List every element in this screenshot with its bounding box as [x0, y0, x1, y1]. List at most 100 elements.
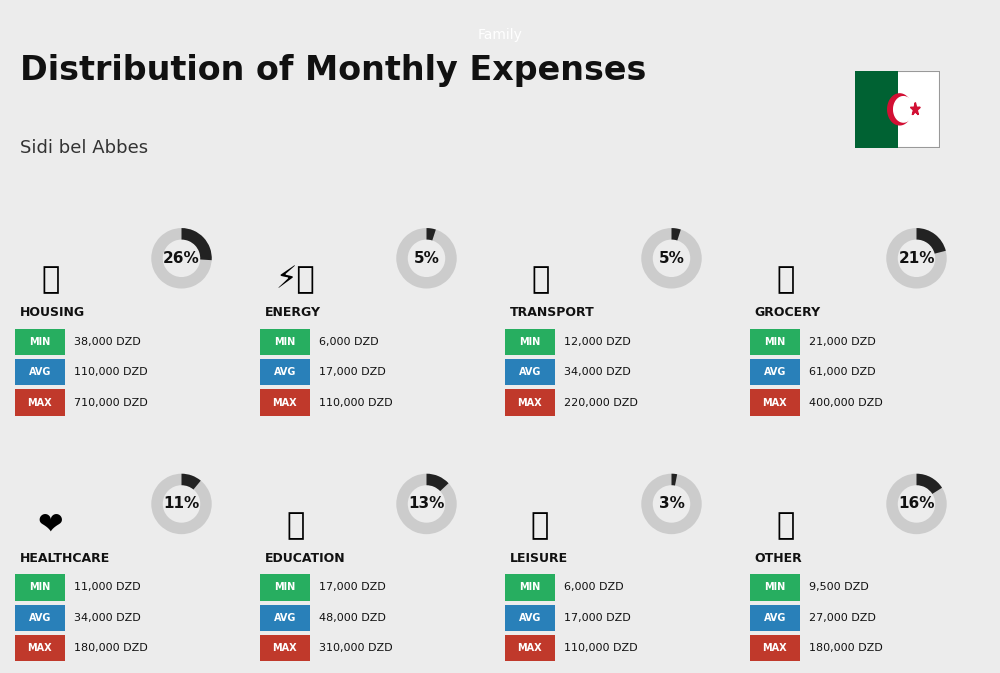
Text: ENERGY: ENERGY [265, 306, 321, 319]
Text: MIN: MIN [274, 336, 295, 347]
Text: MAX: MAX [272, 643, 297, 653]
FancyBboxPatch shape [750, 635, 800, 662]
FancyBboxPatch shape [260, 604, 310, 631]
FancyBboxPatch shape [260, 635, 310, 662]
Wedge shape [182, 474, 201, 489]
Text: 12,000 DZD: 12,000 DZD [564, 336, 630, 347]
Text: 11,000 DZD: 11,000 DZD [74, 582, 140, 592]
Text: GROCERY: GROCERY [755, 306, 821, 319]
Text: 21,000 DZD: 21,000 DZD [809, 336, 875, 347]
Text: MAX: MAX [27, 643, 52, 653]
Text: MAX: MAX [517, 643, 542, 653]
Polygon shape [912, 109, 918, 114]
Wedge shape [396, 228, 457, 289]
Text: EDUCATION: EDUCATION [265, 552, 345, 565]
Wedge shape [641, 474, 702, 534]
Text: MIN: MIN [519, 582, 540, 592]
Text: 🛒: 🛒 [776, 265, 795, 294]
Text: MIN: MIN [519, 336, 540, 347]
Polygon shape [915, 107, 920, 114]
FancyBboxPatch shape [15, 390, 65, 416]
Text: 3%: 3% [659, 497, 684, 511]
FancyBboxPatch shape [15, 604, 65, 631]
Text: 🚌: 🚌 [531, 265, 550, 294]
Wedge shape [426, 474, 449, 491]
Text: Distribution of Monthly Expenses: Distribution of Monthly Expenses [20, 54, 646, 87]
Bar [855, 71, 898, 148]
Text: 34,000 DZD: 34,000 DZD [74, 613, 140, 623]
Text: AVG: AVG [519, 613, 541, 623]
Text: 5%: 5% [414, 251, 439, 266]
Text: 17,000 DZD: 17,000 DZD [319, 582, 385, 592]
Text: MAX: MAX [517, 398, 542, 408]
Text: 17,000 DZD: 17,000 DZD [319, 367, 385, 377]
Text: 27,000 DZD: 27,000 DZD [809, 613, 875, 623]
Text: 38,000 DZD: 38,000 DZD [74, 336, 140, 347]
FancyBboxPatch shape [750, 574, 800, 600]
Text: 61,000 DZD: 61,000 DZD [809, 367, 875, 377]
Text: Sidi bel Abbes: Sidi bel Abbes [20, 139, 148, 157]
Text: 13%: 13% [408, 497, 445, 511]
Text: 9,500 DZD: 9,500 DZD [809, 582, 868, 592]
Text: MAX: MAX [27, 398, 52, 408]
Wedge shape [916, 228, 946, 254]
Text: AVG: AVG [274, 613, 296, 623]
Wedge shape [916, 474, 942, 494]
FancyBboxPatch shape [260, 328, 310, 355]
Text: AVG: AVG [764, 613, 786, 623]
Text: ❤️: ❤️ [38, 511, 63, 540]
Polygon shape [915, 103, 920, 109]
Text: ⚡🏠: ⚡🏠 [276, 265, 315, 294]
Text: 310,000 DZD: 310,000 DZD [319, 643, 392, 653]
Text: 180,000 DZD: 180,000 DZD [74, 643, 147, 653]
Wedge shape [641, 228, 702, 289]
Text: 26%: 26% [163, 251, 200, 266]
Text: 710,000 DZD: 710,000 DZD [74, 398, 147, 408]
FancyBboxPatch shape [505, 359, 555, 386]
Text: AVG: AVG [764, 367, 786, 377]
Text: Family: Family [478, 28, 522, 42]
FancyBboxPatch shape [15, 328, 65, 355]
Polygon shape [910, 107, 915, 114]
Text: OTHER: OTHER [755, 552, 803, 565]
Text: 6,000 DZD: 6,000 DZD [564, 582, 623, 592]
Polygon shape [894, 97, 913, 122]
Text: AVG: AVG [29, 613, 51, 623]
FancyBboxPatch shape [15, 359, 65, 386]
Text: MAX: MAX [762, 643, 787, 653]
FancyBboxPatch shape [750, 359, 800, 386]
Wedge shape [672, 228, 681, 240]
Text: 21%: 21% [898, 251, 935, 266]
Text: 220,000 DZD: 220,000 DZD [564, 398, 637, 408]
Polygon shape [910, 103, 915, 109]
Text: 👛: 👛 [776, 511, 795, 540]
FancyBboxPatch shape [260, 359, 310, 386]
Text: 110,000 DZD: 110,000 DZD [564, 643, 637, 653]
Text: MIN: MIN [764, 336, 785, 347]
Text: 6,000 DZD: 6,000 DZD [319, 336, 378, 347]
FancyBboxPatch shape [505, 390, 555, 416]
FancyBboxPatch shape [260, 574, 310, 600]
Text: HEALTHCARE: HEALTHCARE [20, 552, 110, 565]
Wedge shape [151, 474, 212, 534]
FancyBboxPatch shape [505, 574, 555, 600]
Text: HOUSING: HOUSING [20, 306, 85, 319]
Polygon shape [888, 94, 912, 125]
Text: MIN: MIN [29, 336, 50, 347]
Text: 11%: 11% [163, 497, 200, 511]
FancyBboxPatch shape [750, 390, 800, 416]
Text: MIN: MIN [274, 582, 295, 592]
FancyBboxPatch shape [505, 635, 555, 662]
Text: MIN: MIN [29, 582, 50, 592]
Text: MAX: MAX [272, 398, 297, 408]
Text: 110,000 DZD: 110,000 DZD [74, 367, 147, 377]
FancyBboxPatch shape [260, 390, 310, 416]
Text: 110,000 DZD: 110,000 DZD [319, 398, 392, 408]
Text: AVG: AVG [29, 367, 51, 377]
FancyBboxPatch shape [750, 328, 800, 355]
Wedge shape [182, 228, 212, 260]
Text: AVG: AVG [274, 367, 296, 377]
Text: 5%: 5% [659, 251, 684, 266]
Text: 400,000 DZD: 400,000 DZD [809, 398, 882, 408]
Wedge shape [426, 228, 436, 240]
